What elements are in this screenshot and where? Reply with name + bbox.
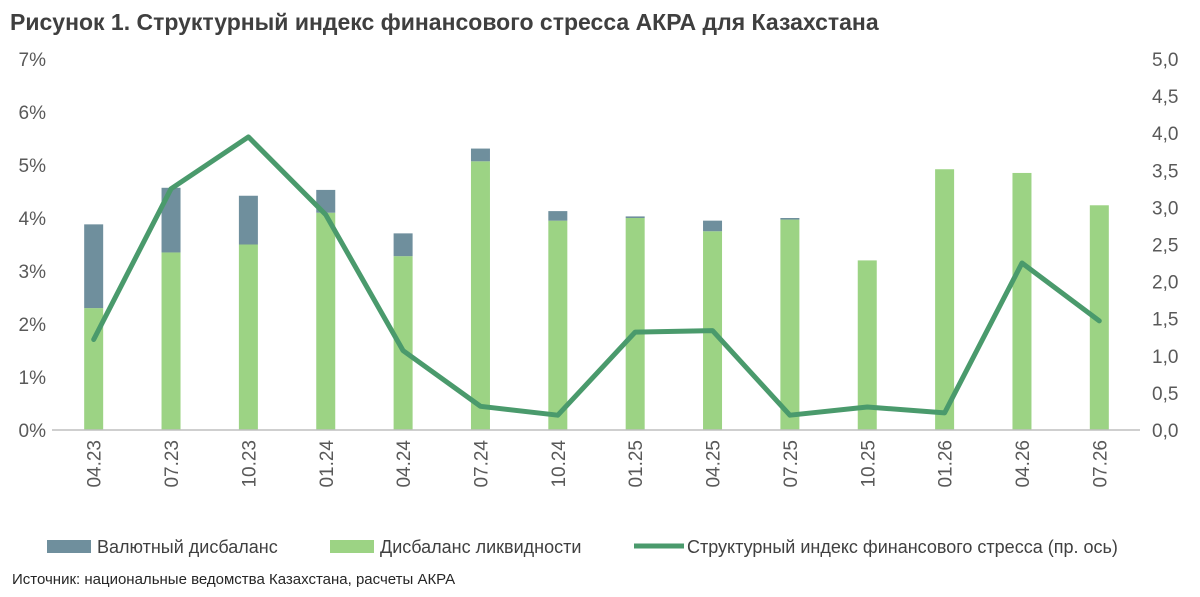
bar	[470, 148, 490, 162]
chart-title: Рисунок 1. Структурный индекс финансовог…	[10, 9, 879, 35]
y-right-tick-label: 5,0	[1152, 50, 1178, 71]
source-note: Источник: национальные ведомства Казахст…	[12, 571, 455, 588]
x-tick-label: 07.25	[781, 440, 802, 488]
legend-item: Структурный индекс финансового стресса (…	[634, 537, 1118, 557]
bar	[84, 224, 104, 309]
legend-item: Дисбаланс ликвидности	[330, 537, 581, 557]
x-tick-label: 07.26	[1090, 440, 1111, 488]
y-right-tick-label: 0,5	[1152, 384, 1178, 405]
x-tick-label: 10.25	[858, 440, 879, 488]
bar	[548, 220, 568, 430]
bar	[935, 169, 955, 431]
y-left-tick-label: 7%	[19, 50, 47, 71]
bar	[238, 244, 258, 430]
y-right-tick-label: 1,0	[1152, 347, 1178, 368]
legend-label: Валютный дисбаланс	[97, 537, 278, 557]
bar-series	[84, 148, 1109, 431]
y-left-tick-label: 6%	[19, 103, 47, 124]
x-axis: 04.23 07.23 10.23 01.24 04.24 07.24 10.24 01.25…	[85, 440, 1112, 488]
y-left-tick-label: 2%	[19, 315, 47, 336]
legend-label: Дисбаланс ликвидности	[380, 537, 581, 557]
y-right-tick-label: 3,5	[1152, 161, 1178, 182]
y-left-tick-label: 5%	[19, 156, 47, 177]
bar	[393, 256, 413, 430]
legend-swatch	[47, 540, 91, 553]
y-right-tick-label: 4,5	[1152, 87, 1178, 108]
bar	[316, 212, 336, 430]
bar	[703, 220, 723, 232]
legend: Валютный дисбаланс Дисбаланс ликвидности С…	[47, 537, 1118, 557]
y-right-tick-label: 2,5	[1152, 236, 1178, 257]
y-axis-left: 0% 1% 2% 3% 4% 5% 6% 7%	[19, 50, 47, 442]
bar	[625, 216, 645, 218]
legend-label: Структурный индекс финансового стресса (…	[687, 537, 1118, 557]
legend-item: Валютный дисбаланс	[47, 537, 278, 557]
y-right-tick-label: 1,5	[1152, 310, 1178, 331]
y-right-tick-label: 0,0	[1152, 421, 1178, 442]
y-right-tick-label: 4,0	[1152, 124, 1178, 145]
y-left-tick-label: 1%	[19, 368, 47, 389]
x-tick-label: 07.24	[471, 440, 492, 488]
bar	[84, 308, 104, 430]
bar	[161, 187, 181, 253]
series-line	[91, 134, 1102, 418]
bar	[857, 260, 877, 430]
bar	[548, 211, 568, 221]
y-left-tick-label: 0%	[19, 421, 47, 442]
x-tick-label: 10.24	[549, 440, 570, 488]
y-axis-right: 0,0 0,5 1,0 1,5 2,0 2,5 3,0 3,5 4,0 4,5 5,0	[1152, 50, 1178, 442]
bar	[1012, 172, 1032, 430]
x-tick-label: 04.24	[394, 440, 415, 488]
bar	[625, 218, 645, 430]
bar	[780, 219, 800, 430]
legend-swatch	[330, 540, 374, 553]
bar	[238, 195, 258, 245]
bar	[470, 161, 490, 431]
bar	[1089, 205, 1109, 430]
bar	[161, 252, 181, 430]
x-tick-label: 01.24	[317, 440, 338, 488]
x-tick-label: 01.25	[626, 440, 647, 488]
y-right-tick-label: 3,0	[1152, 198, 1178, 219]
x-tick-label: 01.26	[936, 440, 957, 488]
x-tick-label: 07.23	[162, 440, 183, 488]
y-left-tick-label: 4%	[19, 209, 47, 230]
x-tick-label: 10.23	[239, 440, 260, 488]
y-left-tick-label: 3%	[19, 262, 47, 283]
line-series	[91, 134, 1102, 418]
y-right-tick-label: 2,0	[1152, 273, 1178, 294]
bar	[393, 233, 413, 257]
x-tick-label: 04.23	[85, 440, 106, 488]
bar	[780, 218, 800, 220]
x-tick-label: 04.26	[1013, 440, 1034, 488]
x-tick-label: 04.25	[704, 440, 725, 488]
